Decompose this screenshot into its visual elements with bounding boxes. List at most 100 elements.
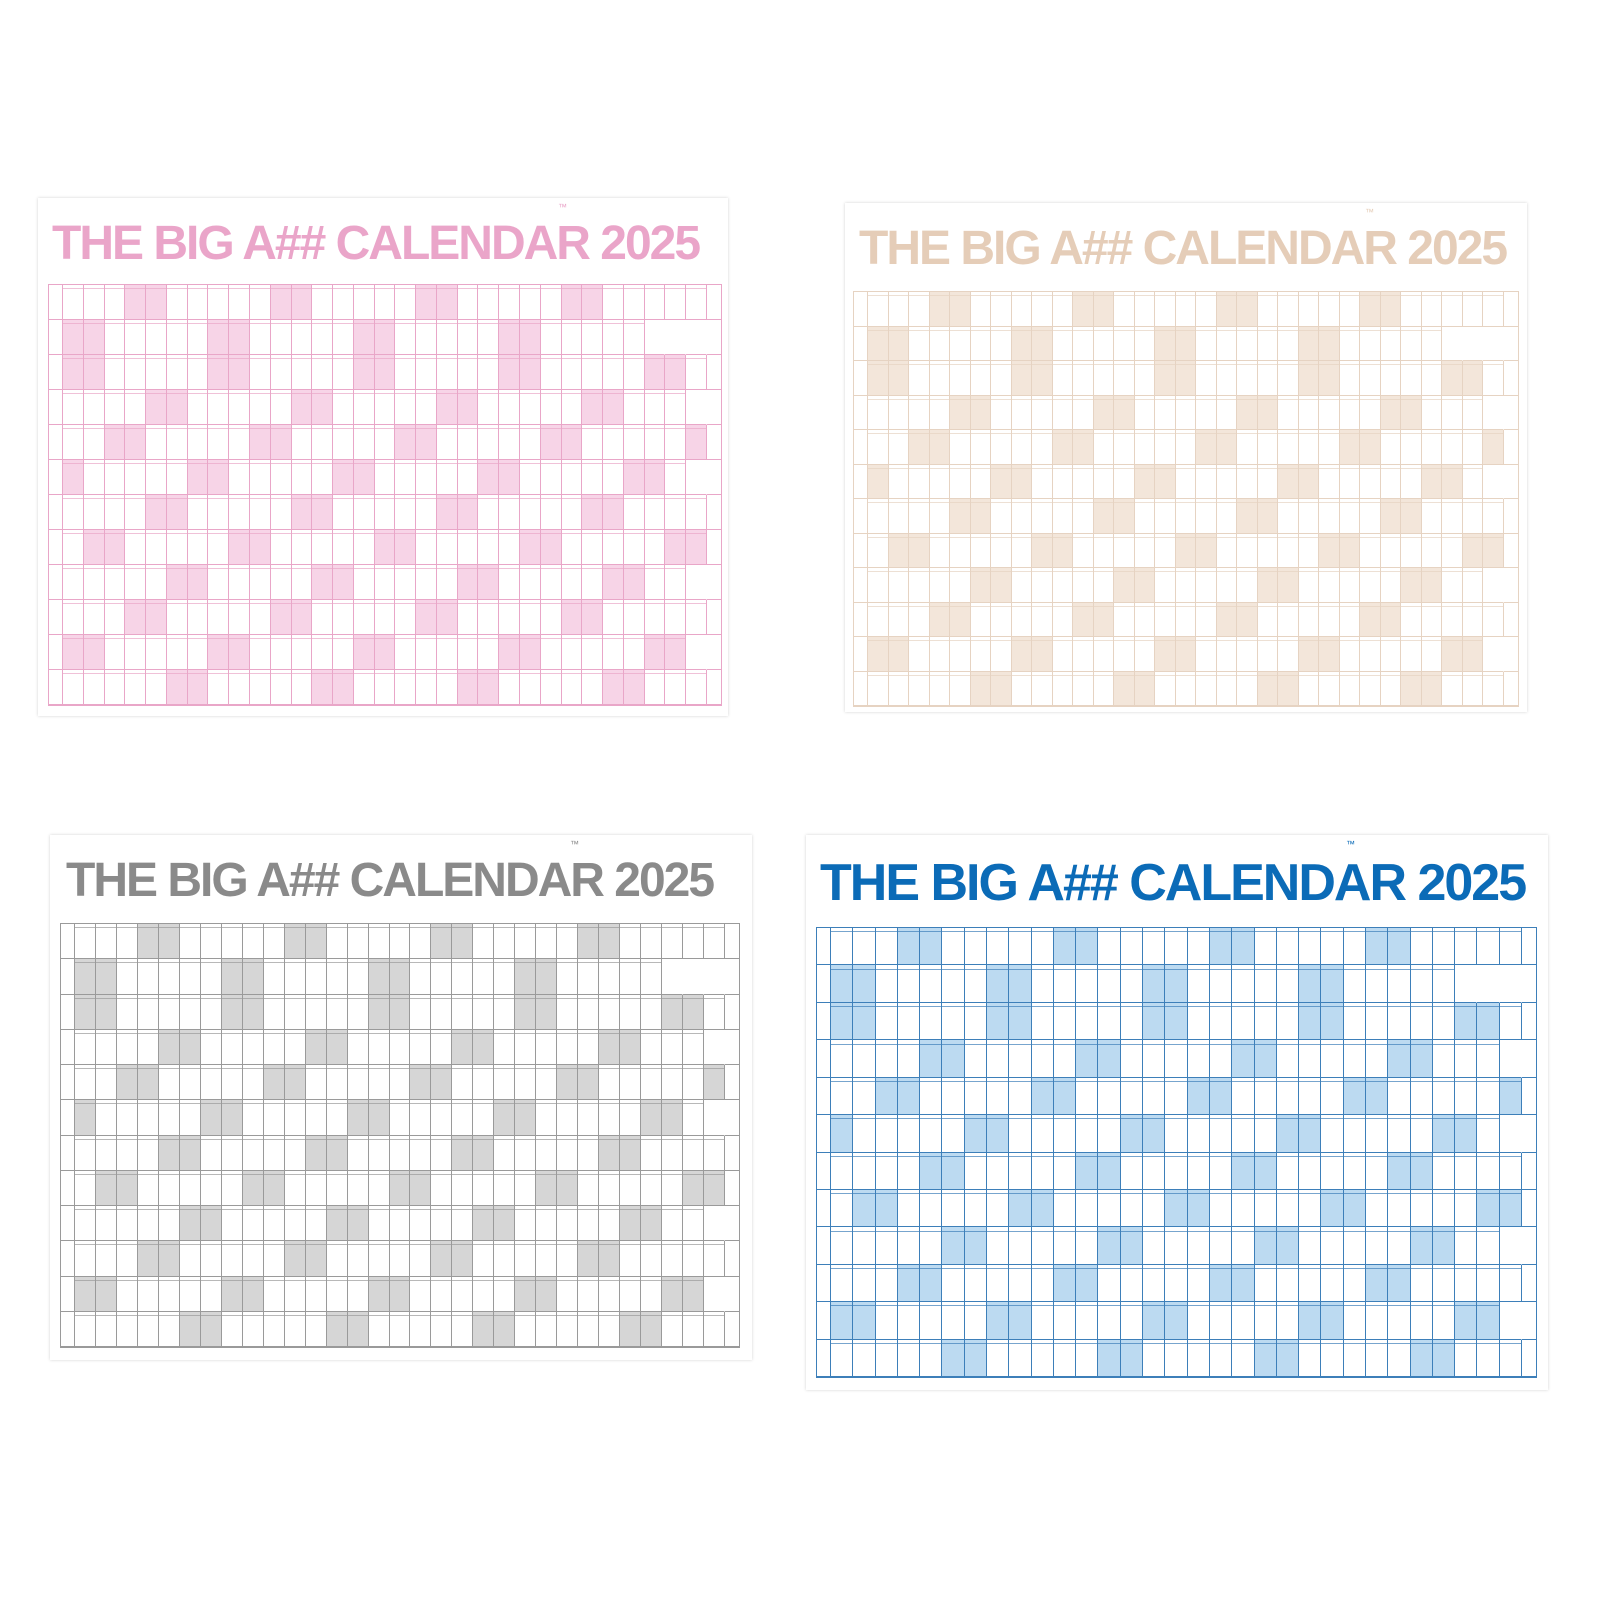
day-cell bbox=[291, 635, 313, 670]
weekend-day-cell bbox=[1477, 1189, 1500, 1228]
day-cell bbox=[187, 355, 209, 390]
day-cell bbox=[1388, 1302, 1411, 1340]
day-cell bbox=[410, 1241, 432, 1277]
day-cell bbox=[83, 390, 105, 425]
weekend-day-cell bbox=[662, 1276, 684, 1312]
day-cell bbox=[644, 670, 666, 705]
day-cell bbox=[964, 1077, 988, 1116]
day-cell bbox=[831, 1189, 854, 1228]
weekend-day-cell bbox=[242, 959, 264, 995]
day-cell bbox=[557, 959, 579, 995]
day-cell bbox=[263, 1311, 285, 1347]
day-cell bbox=[1216, 637, 1238, 672]
day-cell bbox=[395, 600, 417, 635]
day-cell bbox=[374, 670, 396, 705]
weekend-day-cell bbox=[1455, 1002, 1478, 1041]
weekend-day-cell bbox=[270, 285, 292, 320]
day-cell bbox=[208, 530, 230, 565]
day-cell bbox=[950, 533, 971, 568]
day-cell bbox=[888, 671, 910, 706]
day-cell bbox=[683, 1029, 705, 1065]
day-cell bbox=[683, 1065, 705, 1101]
day-cell bbox=[312, 425, 334, 460]
weekend-day-cell bbox=[1299, 965, 1322, 1003]
poster-title: THE BIG A## CALENDAR 2025 bbox=[820, 854, 1527, 912]
weekend-day-cell bbox=[515, 1276, 537, 1312]
month-label-cell bbox=[61, 959, 75, 995]
day-cell bbox=[1442, 602, 1463, 637]
day-cell bbox=[1483, 602, 1504, 637]
day-cell bbox=[431, 1100, 453, 1136]
day-cell bbox=[942, 1264, 965, 1303]
month-label-cell bbox=[61, 1065, 75, 1101]
month-label-cell bbox=[724, 1136, 739, 1171]
weekend-day-cell bbox=[63, 635, 84, 670]
day-cell bbox=[964, 1040, 988, 1078]
day-cell bbox=[520, 565, 541, 600]
day-cell bbox=[221, 1065, 243, 1101]
day-cell bbox=[1499, 1152, 1522, 1190]
day-cell bbox=[1209, 965, 1233, 1003]
day-cell bbox=[536, 1135, 558, 1171]
day-cell bbox=[478, 320, 500, 355]
weekend-day-cell bbox=[1360, 602, 1381, 637]
weekend-day-cell bbox=[1232, 1152, 1255, 1190]
day-cell bbox=[436, 460, 458, 495]
weekend-day-cell bbox=[1011, 464, 1033, 499]
day-cell bbox=[1462, 568, 1484, 603]
weekend-day-cell bbox=[146, 600, 167, 635]
day-cell bbox=[665, 285, 687, 320]
weekend-day-cell bbox=[395, 530, 417, 565]
day-cell bbox=[875, 1002, 898, 1041]
weekend-day-cell bbox=[353, 635, 375, 670]
day-cell bbox=[1187, 1040, 1210, 1078]
day-cell bbox=[665, 670, 687, 705]
day-cell bbox=[1120, 1152, 1144, 1190]
weekend-day-cell bbox=[1114, 395, 1135, 430]
day-cell bbox=[888, 430, 910, 465]
day-cell bbox=[333, 390, 354, 425]
weekend-day-cell bbox=[1499, 1077, 1522, 1116]
weekend-day-cell bbox=[540, 530, 562, 565]
day-cell bbox=[1380, 568, 1402, 603]
day-cell bbox=[305, 1206, 327, 1242]
day-cell bbox=[557, 1241, 579, 1277]
day-cell bbox=[1499, 1002, 1522, 1041]
day-cell bbox=[249, 600, 271, 635]
day-cell bbox=[291, 565, 313, 600]
day-cell bbox=[897, 1189, 921, 1228]
weekend-day-cell bbox=[83, 530, 105, 565]
day-cell bbox=[125, 530, 147, 565]
day-cell bbox=[1257, 361, 1279, 396]
day-cell bbox=[578, 1206, 600, 1242]
day-cell bbox=[970, 430, 992, 465]
day-cell bbox=[970, 464, 992, 499]
day-cell bbox=[368, 924, 390, 960]
day-cell bbox=[242, 1241, 264, 1277]
day-cell bbox=[920, 965, 943, 1003]
day-cell bbox=[473, 1170, 495, 1206]
weekend-day-cell bbox=[970, 499, 992, 534]
weekend-day-cell bbox=[683, 1276, 705, 1312]
day-cell bbox=[1299, 1040, 1322, 1078]
weekend-day-cell bbox=[326, 1029, 348, 1065]
weekend-day-cell bbox=[499, 320, 521, 355]
day-cell bbox=[1257, 292, 1279, 327]
day-cell bbox=[1073, 395, 1094, 430]
weekend-day-cell bbox=[665, 530, 687, 565]
day-cell bbox=[897, 1152, 921, 1190]
day-cell bbox=[1455, 928, 1478, 966]
day-cell bbox=[63, 530, 84, 565]
day-cell bbox=[229, 285, 250, 320]
day-cell bbox=[166, 600, 188, 635]
day-cell bbox=[1209, 1227, 1233, 1265]
day-cell bbox=[249, 320, 271, 355]
day-cell bbox=[187, 425, 209, 460]
weekend-day-cell bbox=[665, 355, 687, 390]
weekend-day-cell bbox=[116, 1065, 138, 1101]
day-cell bbox=[557, 1135, 579, 1171]
month-label-cell bbox=[1522, 1302, 1536, 1340]
weekend-day-cell bbox=[1196, 430, 1217, 465]
day-cell bbox=[1319, 395, 1340, 430]
day-cell bbox=[970, 326, 992, 361]
